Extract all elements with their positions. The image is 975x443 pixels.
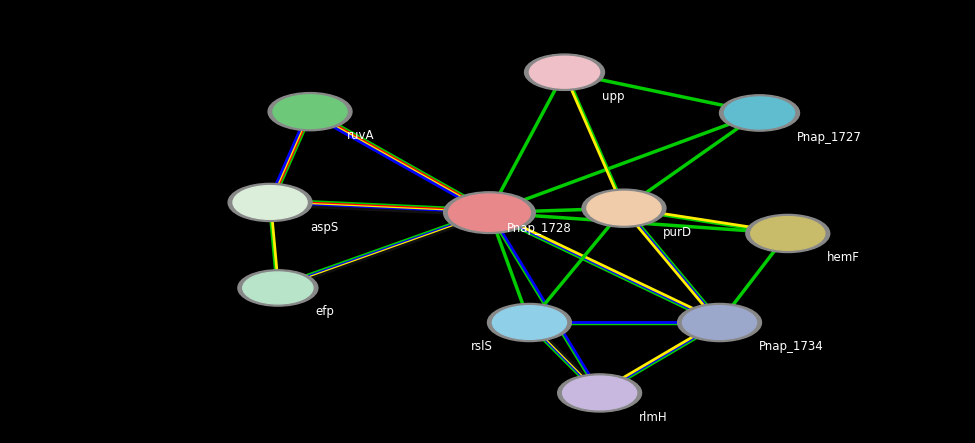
Circle shape [751,217,825,250]
Circle shape [492,306,566,339]
Circle shape [724,97,795,129]
Circle shape [587,191,661,225]
Circle shape [682,306,757,339]
Circle shape [488,303,571,342]
Circle shape [238,270,318,306]
Circle shape [444,192,535,233]
Circle shape [529,56,600,88]
Circle shape [720,95,799,131]
Circle shape [678,303,761,342]
Circle shape [746,214,830,253]
Text: upp: upp [602,90,624,103]
Text: hemF: hemF [827,251,860,264]
Text: purD: purD [663,226,692,239]
Text: aspS: aspS [310,221,338,233]
Text: ruvA: ruvA [347,129,374,142]
Text: Pnap_1728: Pnap_1728 [507,222,571,235]
Circle shape [558,374,642,412]
Text: Pnap_1734: Pnap_1734 [759,340,823,353]
Text: efp: efp [315,305,333,318]
Circle shape [233,186,307,219]
Circle shape [563,376,637,410]
Circle shape [582,189,666,227]
Circle shape [268,93,352,131]
Circle shape [448,194,530,231]
Circle shape [228,183,312,222]
Circle shape [243,272,313,304]
Text: rlmH: rlmH [639,411,667,424]
Circle shape [525,54,604,90]
Text: rslS: rslS [471,340,492,353]
Circle shape [273,95,347,128]
Text: Pnap_1727: Pnap_1727 [797,131,862,144]
